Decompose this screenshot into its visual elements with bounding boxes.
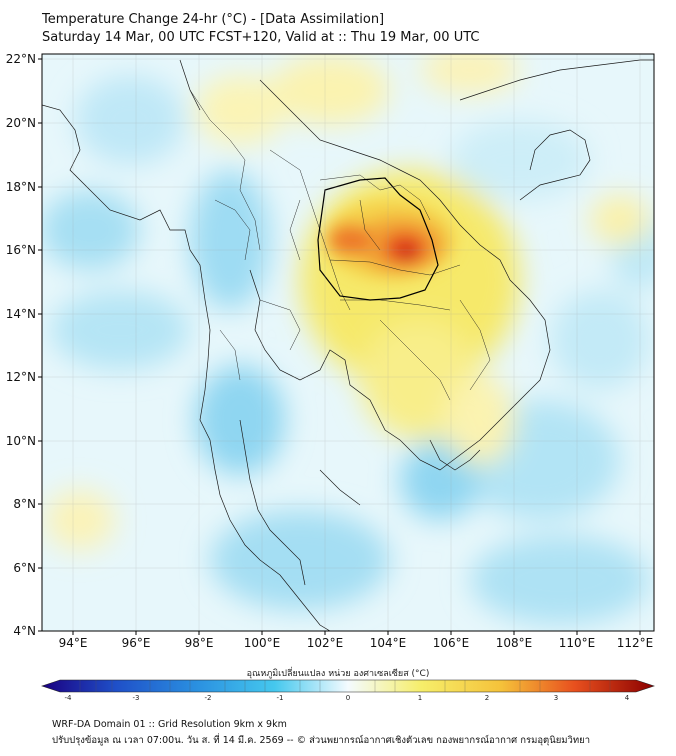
northeast-region-outline <box>317 177 439 301</box>
lon-ticks <box>72 631 641 635</box>
page-title: Temperature Change 24-hr (°C) - [Data As… <box>42 12 385 27</box>
lat-label-12: 12°N <box>6 370 36 384</box>
footer-domain-info: WRF-DA Domain 01 :: Grid Resolution 9km … <box>52 719 287 730</box>
lat-label-22: 22°N <box>6 52 36 66</box>
lat-label-20: 20°N <box>6 116 36 130</box>
colorbar-tick-0: 0 <box>346 694 350 702</box>
lon-label-104: 104°E <box>370 636 407 650</box>
lat-label-18: 18°N <box>6 180 36 194</box>
lon-label-94: 94°E <box>59 636 88 650</box>
colorbar-tick-3: 3 <box>554 694 558 702</box>
admin-borders <box>189 89 491 401</box>
lon-label-112: 112°E <box>617 636 654 650</box>
colorbar: -4 -3 -2 -1 0 1 2 3 4 <box>41 679 655 702</box>
temperature-field <box>42 54 654 631</box>
lon-label-106: 106°E <box>433 636 470 650</box>
lon-label-100: 100°E <box>244 636 281 650</box>
lat-label-10: 10°N <box>6 434 36 448</box>
colorbar-tick-neg1: -1 <box>277 694 284 702</box>
colorbar-bar <box>41 679 655 693</box>
lat-label-4: 4°N <box>13 624 36 638</box>
lon-label-96: 96°E <box>122 636 151 650</box>
gridlines <box>42 54 654 631</box>
colorbar-tick-neg2: -2 <box>205 694 212 702</box>
footer-update-info: ปรับปรุงข้อมูล ณ เวลา 07:00น. วัน ส. ที่… <box>52 735 591 746</box>
page-subtitle: Saturday 14 Mar, 00 UTC FCST+120, Valid … <box>42 30 480 45</box>
plot-frame <box>41 53 655 632</box>
lon-label-110: 110°E <box>559 636 596 650</box>
lon-label-108: 108°E <box>496 636 533 650</box>
lat-ticks <box>38 58 42 632</box>
colorbar-minor-ticks <box>79 680 611 692</box>
lon-label-98: 98°E <box>185 636 214 650</box>
lat-label-8: 8°N <box>13 497 36 511</box>
colorbar-tick-4: 4 <box>625 694 630 702</box>
colorbar-tick-2: 2 <box>485 694 489 702</box>
colorbar-tick-neg4: -4 <box>65 694 73 702</box>
colorbar-tick-neg3: -3 <box>133 694 140 702</box>
lat-label-6: 6°N <box>13 561 36 575</box>
lat-label-14: 14°N <box>6 307 36 321</box>
colorbar-tick-1: 1 <box>418 694 422 702</box>
colorbar-label: อุณหภูมิเปลี่ยนแปลง หน่วย องศาเซลเซียส (… <box>246 669 430 679</box>
lon-label-102: 102°E <box>307 636 344 650</box>
lat-label-16: 16°N <box>6 243 36 257</box>
